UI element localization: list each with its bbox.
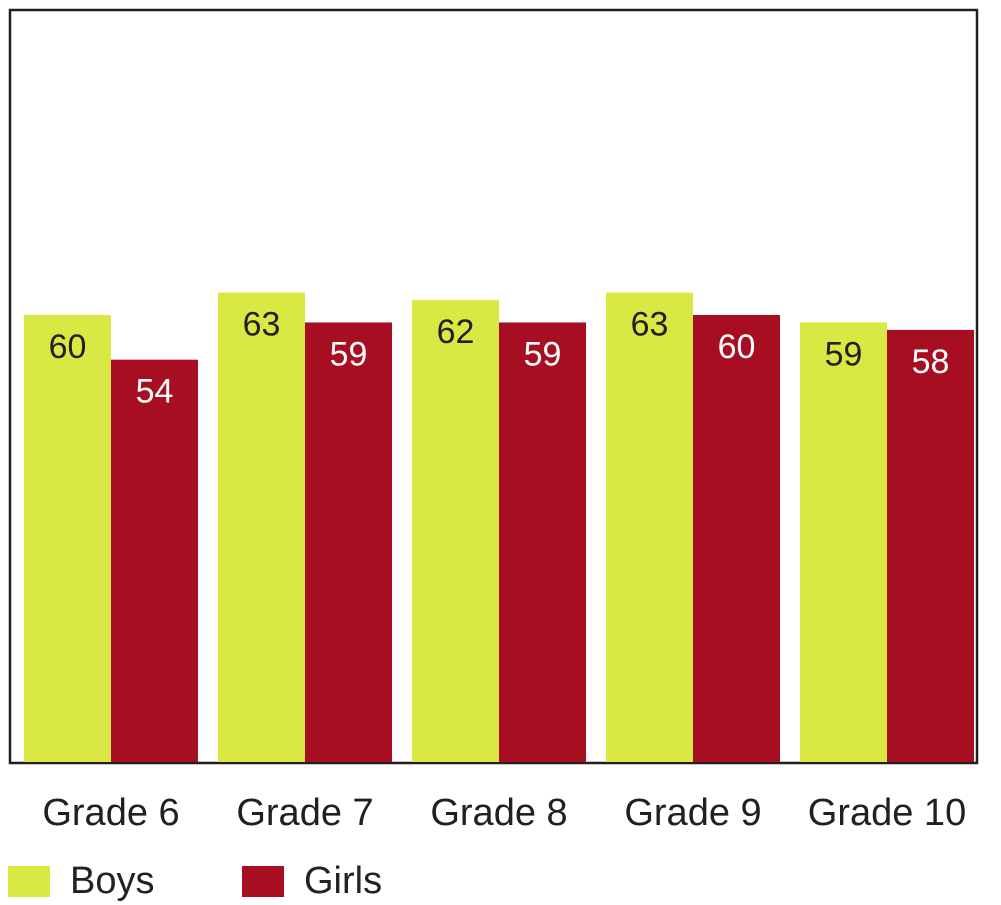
- value-label-girls-grade-6: 54: [136, 373, 174, 411]
- bar-boys-grade-7: [218, 292, 305, 762]
- bar-boys-grade-9: [606, 292, 693, 762]
- category-label-grade-6: Grade 6: [42, 792, 179, 834]
- value-label-boys-grade-10: 59: [825, 335, 863, 373]
- value-label-boys-grade-7: 63: [243, 306, 281, 344]
- legend-swatch-girls: [242, 865, 284, 897]
- bar-boys-grade-6: [24, 315, 111, 762]
- bar-girls-grade-9: [693, 315, 780, 762]
- bar-boys-grade-10: [800, 322, 887, 762]
- value-label-girls-grade-10: 58: [912, 343, 950, 381]
- plot-frame: [8, 8, 979, 765]
- category-label-grade-9: Grade 9: [624, 792, 761, 834]
- legend-label-girls: Girls: [304, 860, 383, 902]
- bar-girls-grade-6: [111, 359, 198, 762]
- category-label-grade-10: Grade 10: [808, 792, 966, 834]
- category-label-grade-7: Grade 7: [236, 792, 373, 834]
- bar-girls-grade-7: [305, 322, 392, 762]
- category-label-grade-8: Grade 8: [430, 792, 567, 834]
- legend-swatch-boys: [8, 865, 50, 897]
- value-label-girls-grade-8: 59: [524, 335, 562, 373]
- bar-girls-grade-8: [499, 322, 586, 762]
- value-label-boys-grade-9: 63: [631, 306, 669, 344]
- value-label-boys-grade-6: 60: [49, 328, 87, 366]
- legend-item-boys: Boys: [8, 858, 154, 904]
- bars-layer: [24, 292, 974, 762]
- legend-label-boys: Boys: [70, 860, 155, 902]
- value-label-boys-grade-8: 62: [437, 313, 475, 351]
- legend-item-girls: Girls: [242, 858, 382, 904]
- category-tick-labels: Grade 6 Grade 7 Grade 8 Grade 9 Grade 10: [42, 792, 966, 834]
- value-label-girls-grade-9: 60: [718, 328, 756, 366]
- bar-boys-grade-8: [412, 300, 499, 762]
- value-label-girls-grade-7: 59: [330, 335, 368, 373]
- value-labels-layer: 60 54 63 59 62 59 63 60 59 58: [49, 306, 950, 411]
- bar-girls-grade-10: [887, 329, 974, 762]
